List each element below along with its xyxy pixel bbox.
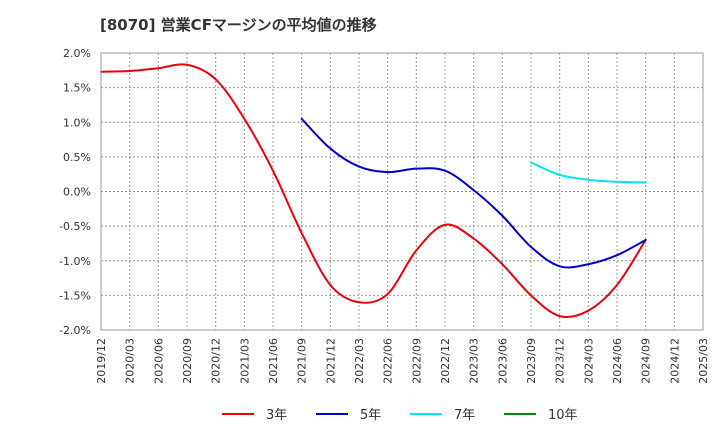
legend-label: 5年: [360, 408, 381, 423]
y-tick-label: -1.0%: [59, 255, 91, 268]
x-tick-label: 2023/09: [525, 338, 538, 384]
x-tick-label: 2021/09: [296, 338, 309, 384]
legend-label: 10年: [548, 408, 578, 423]
x-tick-label: 2024/12: [668, 338, 681, 384]
series-line-2: [530, 161, 647, 184]
x-tick-label: 2022/12: [439, 338, 452, 384]
grid: [101, 53, 703, 330]
series-line-1: [300, 117, 647, 269]
y-tick-label: -0.5%: [59, 220, 91, 233]
x-tick-label: 2019/12: [95, 338, 108, 384]
x-tick-label: 2023/12: [554, 338, 567, 384]
x-tick-label: 2021/03: [238, 338, 251, 384]
series-lines: [100, 63, 647, 319]
x-tick-label: 2024/09: [640, 338, 653, 384]
y-tick-label: 0.0%: [63, 186, 91, 199]
x-tick-label: 2020/06: [152, 338, 165, 384]
x-tick-label: 2020/09: [181, 338, 194, 384]
x-tick-label: 2022/03: [353, 338, 366, 384]
y-axis-ticks: 2.0% 1.5% 1.0% 0.5% 0.0% -0.5% -1.0% -1.5% -2.0%: [59, 47, 91, 337]
x-tick-label: 2020/03: [124, 338, 137, 384]
y-tick-label: 0.5%: [63, 151, 91, 164]
x-tick-label: 2021/06: [267, 338, 280, 384]
chart-title: [8070] 営業CFマージンの平均値の推移: [100, 16, 377, 34]
x-tick-label: 2025/03: [697, 338, 710, 384]
y-tick-label: 2.0%: [63, 47, 91, 60]
x-tick-label: 2022/06: [382, 338, 395, 384]
y-tick-label: 1.0%: [63, 116, 91, 129]
x-tick-label: 2023/06: [496, 338, 509, 384]
y-tick-label: -1.5%: [59, 289, 91, 302]
x-tick-label: 2024/06: [611, 338, 624, 384]
y-tick-label: 1.5%: [63, 82, 91, 95]
x-tick-label: 2024/03: [582, 338, 595, 384]
legend-label: 3年: [266, 408, 287, 423]
x-tick-label: 2020/12: [210, 338, 223, 384]
x-tick-label: 2021/12: [324, 338, 337, 384]
legend: 3年 5年 7年 10年: [222, 408, 578, 423]
y-tick-label: -2.0%: [59, 324, 91, 337]
x-tick-label: 2022/09: [410, 338, 423, 384]
series-line-0: [100, 63, 647, 319]
legend-label: 7年: [454, 408, 475, 423]
x-axis-ticks: 2019/12 2020/03 2020/06 2020/09 2020/12 2021/…: [95, 338, 710, 384]
x-tick-label: 2023/03: [468, 338, 481, 384]
plot-frame: [100, 52, 704, 331]
